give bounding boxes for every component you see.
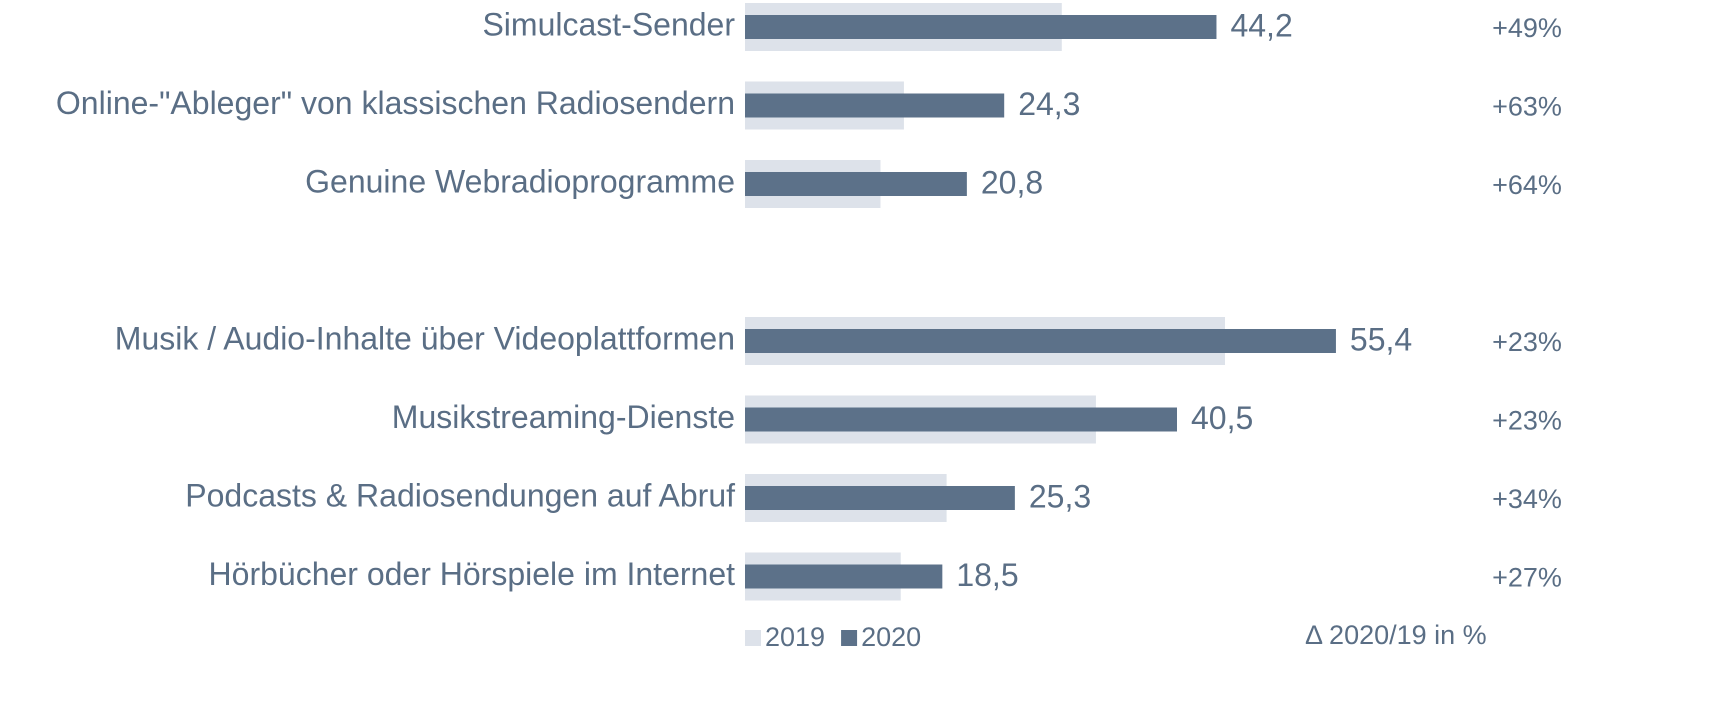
legend-label: 2020 <box>861 622 921 652</box>
change-label: +34% <box>1492 484 1562 514</box>
category-label: Genuine Webradioprogramme <box>305 163 735 199</box>
change-label: +49% <box>1492 13 1562 43</box>
value-label: 55,4 <box>1350 321 1412 357</box>
category-label: Musik / Audio-Inhalte über Videoplattfor… <box>115 320 735 356</box>
change-label: +27% <box>1492 563 1562 593</box>
value-label: 24,3 <box>1018 86 1080 122</box>
value-label: 44,2 <box>1230 7 1292 43</box>
value-label: 20,8 <box>981 164 1043 200</box>
category-label: Podcasts & Radiosendungen auf Abruf <box>185 477 735 513</box>
value-label: 40,5 <box>1191 400 1253 436</box>
legend-swatch <box>745 630 761 646</box>
change-title: Δ 2020/19 in % <box>1305 620 1487 650</box>
value-label: 18,5 <box>956 557 1018 593</box>
category-label: Online-"Ableger" von klassischen Radiose… <box>56 85 735 121</box>
bar <box>745 15 1217 39</box>
change-label: +64% <box>1492 170 1562 200</box>
legend-label: 2019 <box>765 622 825 652</box>
bar <box>745 486 1015 510</box>
bar <box>745 407 1177 432</box>
value-label: 25,3 <box>1029 478 1091 514</box>
bar <box>745 93 1005 118</box>
change-label: +63% <box>1492 92 1562 122</box>
category-label: Simulcast-Sender <box>482 6 735 42</box>
legend-swatch <box>841 630 858 646</box>
change-label: +23% <box>1492 327 1562 357</box>
bar <box>745 172 967 196</box>
change-label: +23% <box>1492 406 1562 436</box>
category-label: Hörbücher oder Hörspiele im Internet <box>209 556 736 592</box>
bar <box>745 564 943 589</box>
bar <box>745 329 1336 353</box>
category-label: Musikstreaming-Dienste <box>392 399 735 435</box>
